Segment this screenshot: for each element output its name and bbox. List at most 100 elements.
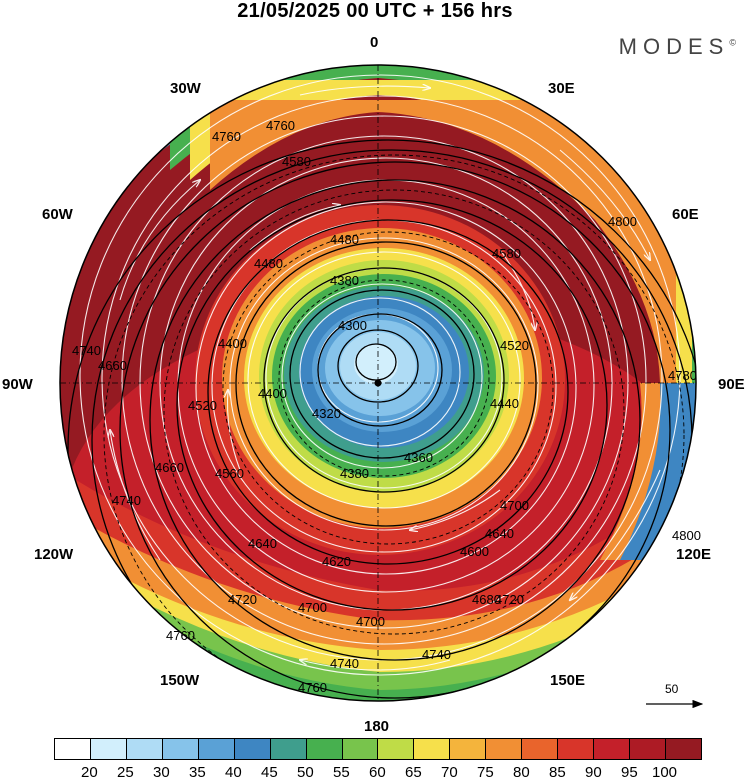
- contour-label: 4740: [72, 343, 101, 358]
- lon-label-180: 180: [364, 718, 390, 735]
- colorbar-tick-label: 90: [585, 764, 602, 781]
- contour-label: 4680: [472, 592, 501, 607]
- colorbar-swatch: [486, 739, 523, 759]
- contour-label: 4660: [98, 358, 127, 373]
- colorbar-swatch: [665, 739, 701, 759]
- colorbar-tick-label: 45: [261, 764, 278, 781]
- contour-label: 4760: [266, 118, 295, 133]
- contour-label: 4320: [312, 406, 341, 421]
- contour-label: 4640: [485, 526, 514, 541]
- contour-label: 4300: [338, 318, 367, 333]
- contour-label: 4800: [672, 528, 701, 543]
- contour-label: 4740: [330, 656, 359, 671]
- colorbar-swatch: [234, 739, 271, 759]
- graticule: [60, 65, 696, 701]
- colorbar-tick-label: 60: [369, 764, 386, 781]
- colorbar-swatch: [558, 739, 595, 759]
- contour-labels: 4300 4320 4360 4380 4380 4400 4400 4440 4480 4480…: [72, 118, 701, 695]
- colorbar-swatch: [630, 739, 666, 759]
- lon-label-120e: 120E: [676, 546, 712, 563]
- colorbar-tick-label: 95: [621, 764, 638, 781]
- contour-label: 4480: [330, 232, 359, 247]
- lon-label-60w: 60W: [42, 206, 73, 223]
- colorbar-swatch: [522, 739, 559, 759]
- contour-label: 4700: [356, 614, 385, 629]
- colorbar-tick-label: 25: [117, 764, 134, 781]
- contour-label: 4380: [340, 466, 369, 481]
- contour-label: 4760: [298, 680, 327, 695]
- wind-streamlines: [79, 74, 681, 676]
- colorbar-tick-label: 70: [441, 764, 458, 781]
- brand-mark: ©: [729, 37, 736, 48]
- map-boundary: [59, 64, 697, 702]
- contour-label: 4480: [254, 256, 283, 271]
- contour-label: 4520: [500, 338, 529, 353]
- contour-label: 4440: [490, 396, 519, 411]
- colorbar-tick-label: 85: [549, 764, 566, 781]
- lon-label-150w: 150W: [160, 672, 200, 689]
- contour-label: 4600: [460, 544, 489, 559]
- contour-label: 4740: [112, 493, 141, 508]
- contour-label: 4400: [258, 386, 287, 401]
- lon-label-30w: 30W: [170, 80, 201, 97]
- contour-label: 4580: [492, 246, 521, 261]
- contour-label: 4720: [495, 592, 524, 607]
- colorbar-swatch: [342, 739, 379, 759]
- chart-title: 21/05/2025 00 UTC + 156 hrs: [237, 0, 513, 22]
- colorbar-swatch: [198, 739, 235, 759]
- dashed-contours: [103, 154, 685, 701]
- contour-label: 4700: [298, 600, 327, 615]
- wind-speed-field: [60, 65, 696, 701]
- contour-label: 4700: [500, 498, 529, 513]
- contour-label: 4520: [188, 398, 217, 413]
- colorbar-tick-label: 20: [81, 764, 98, 781]
- reference-vector-label: 50: [665, 682, 679, 696]
- contour-label: 4560: [215, 466, 244, 481]
- lon-label-120w: 120W: [34, 546, 74, 563]
- contour-label: 4760: [212, 129, 241, 144]
- colorbar-tick-label: 75: [477, 764, 494, 781]
- colorbar-tick-label: 50: [297, 764, 314, 781]
- lon-label-30e: 30E: [548, 80, 575, 97]
- colorbar-swatch: [378, 739, 415, 759]
- north-pole-marker: [374, 379, 382, 387]
- colorbar-swatch: [162, 739, 199, 759]
- contour-label: 4380: [330, 273, 359, 288]
- colorbar-swatch: [126, 739, 163, 759]
- colorbar-tick-label: 80: [513, 764, 530, 781]
- colorbar-swatch: [306, 739, 343, 759]
- colorbar-swatch: [55, 739, 91, 759]
- contour-label: 4580: [282, 154, 311, 169]
- contour-label: 4760: [166, 628, 195, 643]
- lon-label-150e: 150E: [550, 672, 586, 689]
- contour-label: 4360: [404, 450, 433, 465]
- colorbar-swatch: [594, 739, 630, 759]
- lon-label-90e: 90E: [718, 376, 745, 393]
- lon-label-0: 0: [370, 34, 379, 51]
- colorbar-tick-label: 55: [333, 764, 350, 781]
- lon-label-60e: 60E: [672, 206, 699, 223]
- colorbar-tick-label: 100: [652, 764, 678, 781]
- reference-vector-arrow: [646, 699, 704, 709]
- colorbar-swatch: [414, 739, 451, 759]
- colorbar-swatch: [90, 739, 127, 759]
- contour-label: 4640: [248, 536, 277, 551]
- lon-label-90w: 90W: [2, 376, 33, 393]
- colorbar-tick-label: 65: [405, 764, 422, 781]
- colorbar-tick-label: 30: [153, 764, 170, 781]
- contour-label: 4780: [668, 368, 697, 383]
- colorbar-swatch: [450, 739, 487, 759]
- contour-label: 4400: [218, 336, 247, 351]
- brand-logo: MODES©: [619, 34, 736, 60]
- contour-label: 4620: [322, 554, 351, 569]
- contour-label: 4720: [228, 592, 257, 607]
- colorbar: [54, 738, 702, 760]
- brand-text: MODES: [618, 34, 730, 59]
- colorbar-swatch: [270, 739, 307, 759]
- colorbar-tick-label: 35: [189, 764, 206, 781]
- contour-label: 4800: [608, 214, 637, 229]
- colorbar-tick-label: 40: [225, 764, 242, 781]
- contour-label: 4660: [155, 460, 184, 475]
- contour-label: 4740: [422, 647, 451, 662]
